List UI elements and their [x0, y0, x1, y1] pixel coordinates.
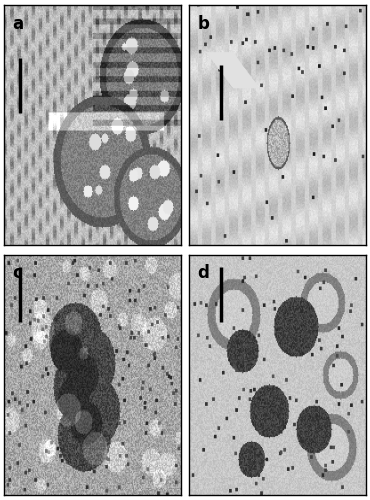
Text: b: b: [198, 14, 209, 32]
Text: c: c: [13, 264, 23, 282]
Text: d: d: [198, 264, 209, 282]
Text: a: a: [13, 14, 24, 32]
